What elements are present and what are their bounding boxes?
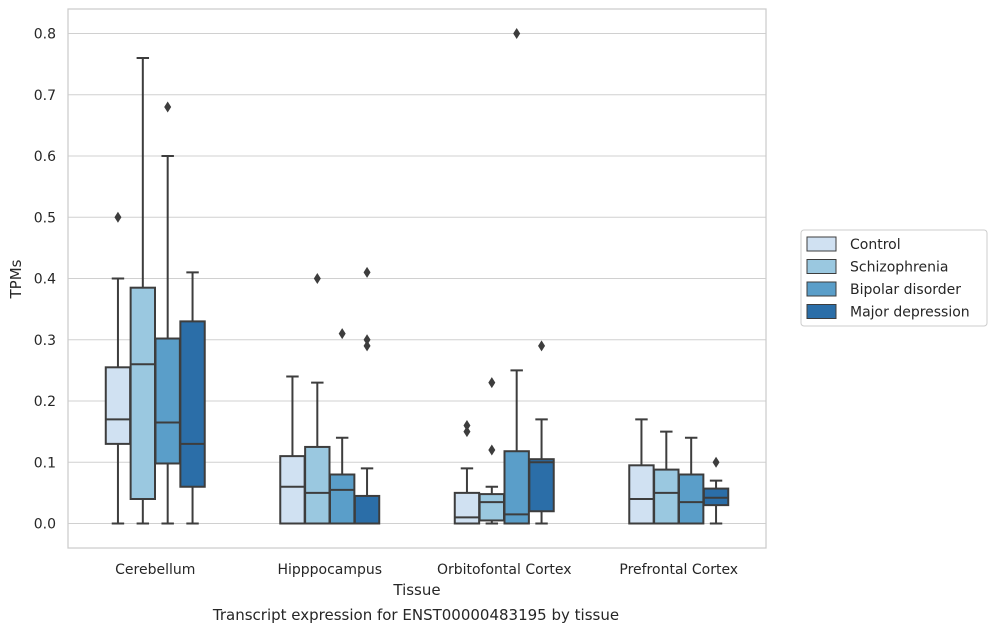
boxes-layer bbox=[104, 28, 730, 525]
box-3-1 bbox=[653, 430, 680, 525]
outlier-point bbox=[488, 377, 496, 389]
box-iqr bbox=[453, 491, 481, 525]
x-tick-label: Prefrontal Cortex bbox=[619, 562, 738, 578]
legend-label: Bipolar disorder bbox=[850, 282, 961, 298]
y-tick-label: 0.3 bbox=[34, 333, 56, 349]
outlier-point bbox=[513, 28, 521, 39]
box-iqr bbox=[104, 366, 132, 445]
plot-frame bbox=[67, 8, 767, 549]
outlier-point bbox=[114, 211, 122, 223]
y-tick-label: 0.7 bbox=[34, 88, 56, 104]
outlier-point bbox=[712, 456, 720, 468]
box-iqr bbox=[179, 320, 206, 488]
box-2-1 bbox=[478, 377, 506, 525]
y-tick-labels: 0.0 0.1 0.2 0.3 0.4 0.5 0.6 0.7 0.8 bbox=[34, 27, 56, 533]
y-tick-label: 0.5 bbox=[34, 210, 56, 226]
outlier-point bbox=[538, 340, 546, 352]
box-iqr bbox=[653, 468, 680, 525]
x-tick-label: Hipppocampus bbox=[277, 562, 382, 578]
outlier-point bbox=[488, 444, 496, 456]
box-iqr bbox=[154, 337, 181, 465]
outlier-point bbox=[338, 328, 346, 340]
legend-label: Major depression bbox=[850, 305, 970, 321]
box-3-0 bbox=[628, 418, 655, 525]
box-0-0 bbox=[104, 211, 132, 525]
box-iqr bbox=[677, 473, 705, 525]
box-0-1 bbox=[129, 57, 157, 525]
x-tick-labels: Cerebellum Hipppocampus Orbitofontal Corte… bbox=[115, 562, 738, 578]
box-1-2 bbox=[328, 328, 356, 525]
outlier-point bbox=[463, 426, 471, 438]
box-iqr bbox=[328, 473, 356, 525]
legend-swatch bbox=[806, 281, 837, 297]
outlier-point bbox=[363, 266, 371, 278]
x-tick-label: Cerebellum bbox=[115, 562, 195, 578]
legend-label: Schizophrenia bbox=[850, 260, 948, 276]
box-iqr bbox=[353, 494, 381, 525]
y-tick-label: 0.1 bbox=[34, 455, 56, 471]
y-axis-label: TPMs bbox=[7, 259, 25, 299]
box-iqr bbox=[279, 455, 306, 525]
y-tick-label: 0.2 bbox=[34, 394, 56, 410]
x-axis-label: Tissue bbox=[392, 581, 440, 599]
y-tick-label: 0.6 bbox=[34, 149, 56, 165]
figure-caption: Transcript expression for ENST0000048319… bbox=[212, 606, 620, 624]
legend-swatch bbox=[806, 259, 837, 274]
box-3-2 bbox=[677, 436, 705, 525]
legend-swatch bbox=[806, 304, 837, 319]
legend-frame bbox=[800, 229, 988, 327]
box-0-3 bbox=[179, 271, 206, 525]
box-iqr bbox=[304, 445, 331, 525]
x-tick-label: Orbitofontal Cortex bbox=[437, 562, 572, 578]
box-iqr bbox=[628, 464, 655, 525]
outlier-point bbox=[463, 420, 471, 431]
box-iqr bbox=[528, 458, 555, 513]
box-1-1 bbox=[304, 273, 331, 525]
box-1-0 bbox=[279, 375, 306, 525]
y-tick-label: 0.0 bbox=[34, 517, 56, 533]
y-tick-label: 0.4 bbox=[34, 272, 56, 288]
box-iqr bbox=[129, 286, 157, 500]
box-1-3 bbox=[353, 266, 381, 525]
box-2-2 bbox=[503, 28, 530, 525]
legend-label: Control bbox=[850, 237, 901, 253]
box-0-2 bbox=[154, 101, 181, 525]
box-3-3 bbox=[702, 456, 730, 525]
y-tick-label: 0.8 bbox=[34, 27, 56, 43]
outlier-point bbox=[363, 334, 371, 346]
legend-items: Control Schizophrenia Bipolar disorder Majo… bbox=[806, 236, 970, 321]
box-2-3 bbox=[528, 340, 555, 525]
box-iqr bbox=[503, 450, 530, 525]
outlier-point bbox=[363, 340, 371, 352]
outlier-point bbox=[313, 273, 321, 284]
box-2-0 bbox=[453, 420, 481, 525]
box-iqr bbox=[478, 493, 506, 522]
legend-swatch bbox=[806, 236, 837, 252]
outlier-point bbox=[164, 101, 172, 113]
legend: Control Schizophrenia Bipolar disorder Majo… bbox=[800, 229, 988, 327]
